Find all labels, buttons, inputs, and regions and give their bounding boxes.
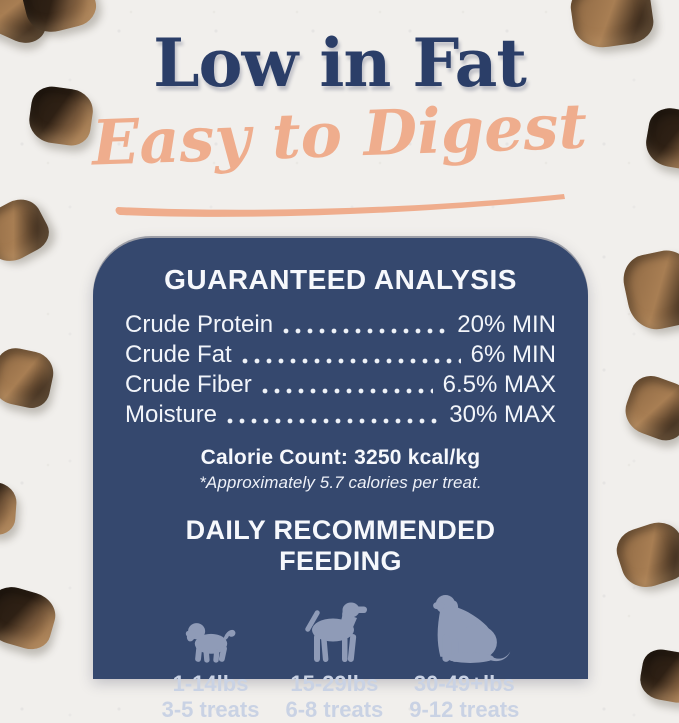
feeding-weight: 1-14lbs <box>172 671 249 696</box>
large-dog-icon <box>433 595 511 663</box>
feeding-group-large: 30-49+lbs 9-12 treats <box>409 593 519 723</box>
analysis-row-value: 30% MAX <box>449 401 556 428</box>
analysis-row: Crude Fiber 6.5% MAX <box>125 370 556 400</box>
headline: Low in Fat <box>153 24 527 102</box>
analysis-row: Moisture 30% MAX <box>125 400 556 430</box>
analysis-row: Crude Fat 6% MIN <box>125 340 556 370</box>
analysis-row-value: 6% MIN <box>470 341 556 368</box>
dotted-leader <box>241 358 461 364</box>
dotted-leader <box>227 418 440 424</box>
medium-dog-icon <box>305 602 368 662</box>
feeding-weight: 15-29lbs <box>290 671 379 696</box>
feeding-guide: 1-14lbs 3-5 treats <box>123 593 558 723</box>
kibble-treat-photo <box>618 245 679 335</box>
dotted-leader <box>283 328 448 334</box>
analysis-panel: GUARANTEED ANALYSIS Crude Protein 20% MI… <box>93 238 588 722</box>
kibble-treat-photo <box>0 581 61 655</box>
analysis-row-label: Crude Fat <box>125 341 232 368</box>
analysis-row-value: 6.5% MAX <box>442 371 556 398</box>
feeding-group-medium: 15-29lbs 6-8 treats <box>285 599 383 723</box>
analysis-row-label: Crude Fiber <box>125 371 252 398</box>
analysis-row-label: Moisture <box>125 401 218 428</box>
analysis-heading: GUARANTEED ANALYSIS <box>164 264 517 295</box>
feeding-group-small: 1-14lbs 3-5 treats <box>161 619 260 723</box>
calorie-note: *Approximately 5.7 calories per treat. <box>199 473 482 492</box>
feeding-treat-count: 6-8 treats <box>285 697 384 722</box>
kibble-treat-photo <box>611 516 679 594</box>
tagline-underline-swoosh <box>115 194 565 217</box>
analysis-row: Crude Protein 20% MIN <box>125 310 556 340</box>
kibble-treat-photo <box>637 646 679 706</box>
feeding-treat-count: 3-5 treats <box>161 697 260 722</box>
analysis-row-value: 20% MIN <box>457 311 556 338</box>
puppy-icon <box>185 623 235 663</box>
kibble-treat-photo <box>618 370 679 446</box>
kibble-treat-photo <box>0 480 18 536</box>
feeding-heading: DAILY RECOMMENDED FEEDING <box>185 515 496 576</box>
tagline: Easy to Digest <box>90 89 589 180</box>
feeding-weight: 30-49+lbs <box>413 671 515 696</box>
feeding-treat-count: 9-12 treats <box>409 697 520 722</box>
analysis-table: Crude Protein 20% MIN Crude Fat 6% MIN C… <box>125 310 556 430</box>
analysis-row-label: Crude Protein <box>125 311 274 338</box>
kibble-treat-photo <box>0 344 58 412</box>
dotted-leader <box>261 388 433 394</box>
calorie-count: Calorie Count: 3250 kcal/kg <box>200 446 481 469</box>
kibble-treat-photo <box>0 191 56 270</box>
